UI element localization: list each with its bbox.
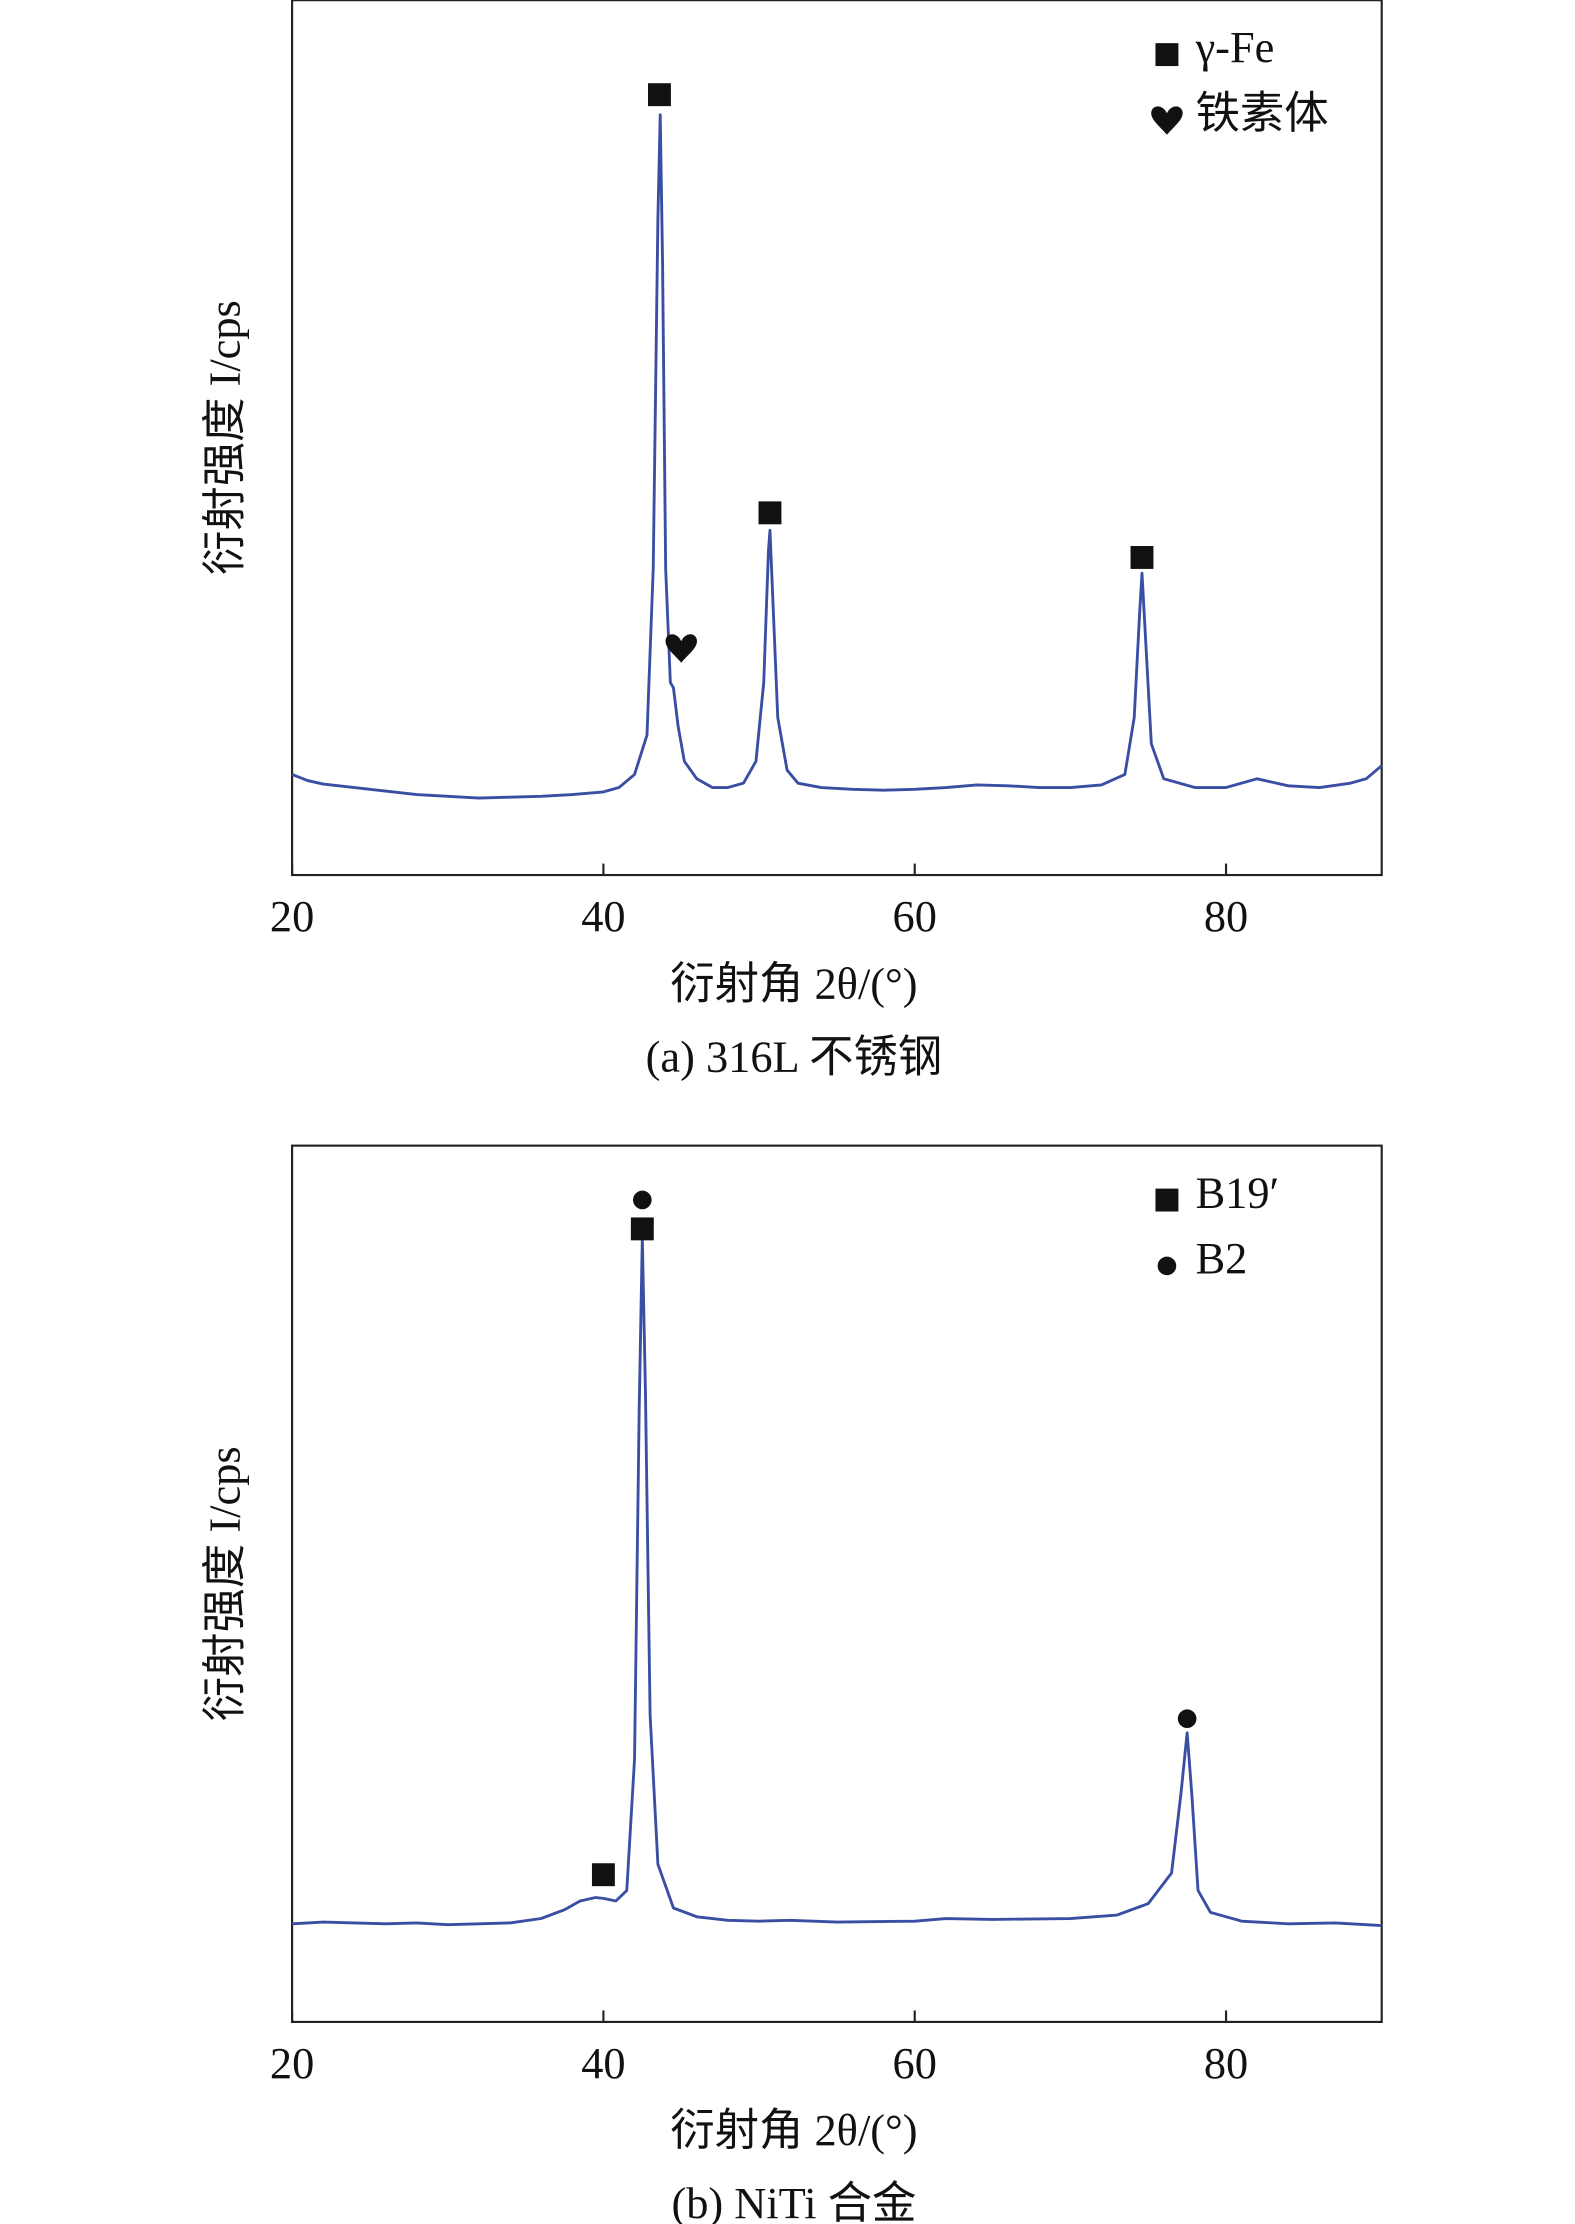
plot-frame [291,1144,1383,2023]
legend-symbol [1155,1188,1179,1212]
x-tick-label: 80 [1204,891,1248,941]
legend-label: B19′ [1196,1167,1280,1217]
legend-label: B2 [1196,1233,1248,1283]
data-line [291,113,1383,800]
x-tick-label: 40 [581,2038,625,2088]
x-tick-label: 60 [893,2038,937,2088]
legend-label: γ-Fe [1195,22,1275,72]
legend-symbol [1151,106,1183,135]
x-tick-label: 20 [270,2038,314,2088]
peak-marker [647,83,671,107]
peak-marker [633,1190,652,1210]
legend-symbol [1155,43,1179,67]
x-axis-label: 衍射角 2θ/(°) [670,958,917,1008]
legend-symbol [1157,1256,1177,1276]
y-axis-label: 衍射强度 I/cps [199,1446,249,1721]
legend-label: 铁素体 [1196,88,1329,138]
peak-marker [758,501,782,525]
peak-marker [630,1217,654,1241]
x-axis-label: 衍射角 2θ/(°) [670,2105,917,2155]
peak-marker [1177,1709,1197,1729]
caption: (a) 316L 不锈钢 [646,1031,943,1081]
x-tick-label: 60 [893,891,937,941]
plot-frame [291,0,1383,877]
peak-marker [1130,546,1154,569]
x-tick-label: 20 [270,891,314,941]
peak-marker [665,634,697,663]
x-tick-label: 80 [1204,2038,1248,2088]
data-line [292,1237,1382,1927]
y-axis-label: 衍射强度 I/cps [199,300,249,575]
caption: (b) NiTi 合金 [671,2178,916,2224]
peak-marker [591,1863,615,1887]
x-tick-label: 40 [581,891,625,941]
